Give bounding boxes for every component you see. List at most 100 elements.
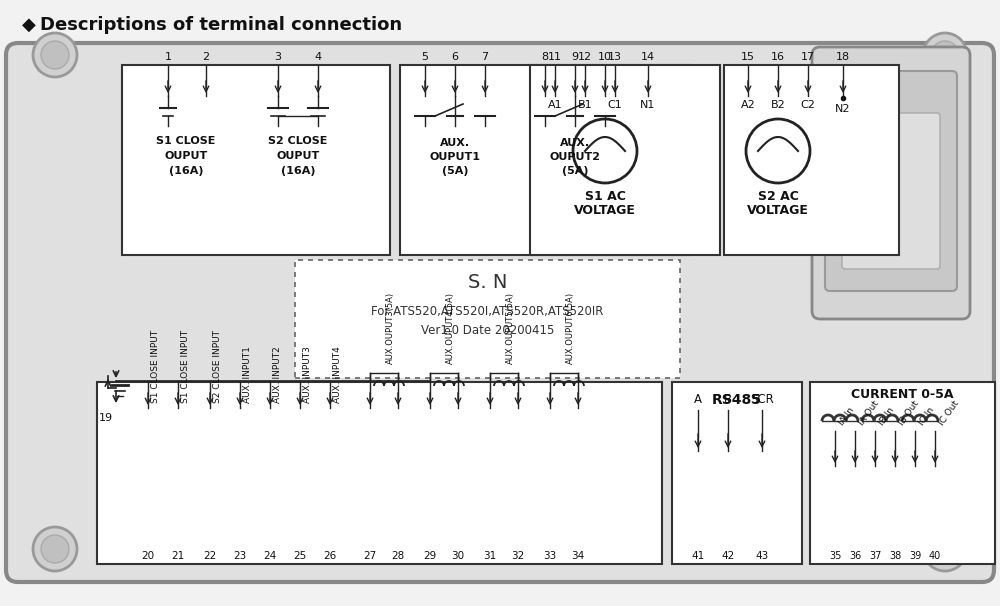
Text: 40: 40 [929, 551, 941, 561]
Text: 16: 16 [771, 52, 785, 62]
Text: 39: 39 [909, 551, 921, 561]
Text: S1 CLOSE: S1 CLOSE [156, 136, 216, 146]
Text: 14: 14 [641, 52, 655, 62]
Text: 9: 9 [571, 52, 579, 62]
Text: S2 AC: S2 AC [758, 190, 798, 203]
Text: 34: 34 [571, 551, 585, 561]
Text: 32: 32 [511, 551, 525, 561]
Text: (16A): (16A) [281, 166, 315, 176]
Text: OUPUT2: OUPUT2 [550, 152, 600, 162]
FancyBboxPatch shape [812, 47, 970, 319]
Text: RS485: RS485 [712, 393, 762, 407]
Bar [724, 65, 899, 255]
Text: 17: 17 [801, 52, 815, 62]
Text: 4: 4 [314, 52, 322, 62]
Text: 1: 1 [164, 52, 172, 62]
Circle shape [746, 119, 810, 183]
Text: Descriptions of terminal connection: Descriptions of terminal connection [40, 16, 402, 34]
Text: 36: 36 [849, 551, 861, 561]
Text: IA In: IA In [837, 405, 856, 427]
Text: AUX.OUPUT6(5A): AUX.OUPUT6(5A) [566, 292, 575, 364]
Text: 22: 22 [203, 551, 217, 561]
Text: SCR: SCR [750, 393, 774, 406]
Circle shape [923, 527, 967, 571]
Bar [530, 65, 720, 255]
Text: (16A): (16A) [169, 166, 203, 176]
Text: IB Out: IB Out [897, 399, 920, 427]
Text: N2: N2 [835, 104, 851, 114]
Text: C2: C2 [801, 100, 815, 110]
Text: AUX.OUPUT3(5A): AUX.OUPUT3(5A) [386, 292, 395, 364]
Text: 3: 3 [274, 52, 282, 62]
Text: OUPUT: OUPUT [276, 151, 320, 161]
Text: A1: A1 [548, 100, 562, 110]
Text: S1 CLOSE INPUT: S1 CLOSE INPUT [181, 330, 190, 403]
Text: 35: 35 [829, 551, 841, 561]
Text: AUX. INPUT2: AUX. INPUT2 [273, 346, 282, 403]
Text: 15: 15 [741, 52, 755, 62]
FancyBboxPatch shape [825, 71, 957, 291]
Text: 21: 21 [171, 551, 185, 561]
Text: IA Out: IA Out [857, 399, 880, 427]
Text: A: A [694, 393, 702, 406]
Text: S2 CLOSE INPUT: S2 CLOSE INPUT [213, 330, 222, 403]
Text: AUX.OUPUT4(5A): AUX.OUPUT4(5A) [446, 292, 455, 364]
Bar [810, 382, 995, 564]
FancyBboxPatch shape [842, 113, 940, 269]
Text: 31: 31 [483, 551, 497, 561]
Text: 5: 5 [422, 52, 428, 62]
Text: OUPUT: OUPUT [164, 151, 208, 161]
Circle shape [41, 41, 69, 69]
Text: 11: 11 [548, 52, 562, 62]
Circle shape [33, 33, 77, 77]
Circle shape [931, 41, 959, 69]
Circle shape [41, 535, 69, 563]
Text: 12: 12 [578, 52, 592, 62]
Text: VOLTAGE: VOLTAGE [574, 204, 636, 217]
Text: S1 CLOSE INPUT: S1 CLOSE INPUT [151, 330, 160, 403]
Text: A2: A2 [741, 100, 755, 110]
Text: Ver1.0 Date 20200415: Ver1.0 Date 20200415 [421, 324, 554, 336]
Text: B1: B1 [578, 100, 592, 110]
Text: C1: C1 [608, 100, 622, 110]
Text: 37: 37 [869, 551, 881, 561]
Bar [295, 260, 680, 378]
Circle shape [931, 535, 959, 563]
Text: AUX.: AUX. [560, 138, 590, 148]
Text: 18: 18 [836, 52, 850, 62]
Text: 6: 6 [452, 52, 458, 62]
Text: 19: 19 [99, 413, 113, 423]
Text: AUX.OUPUT5(5A): AUX.OUPUT5(5A) [506, 292, 515, 364]
Bar [400, 65, 690, 255]
Text: (5A): (5A) [442, 166, 468, 176]
Text: 30: 30 [451, 551, 465, 561]
Text: 42: 42 [721, 551, 735, 561]
Text: 43: 43 [755, 551, 769, 561]
Text: AUX. INPUT1: AUX. INPUT1 [243, 346, 252, 403]
Text: B: B [724, 393, 732, 406]
Text: 27: 27 [363, 551, 377, 561]
Circle shape [923, 33, 967, 77]
Text: (5A): (5A) [562, 166, 588, 176]
Text: N1: N1 [640, 100, 656, 110]
Bar [122, 65, 390, 255]
Text: 23: 23 [233, 551, 247, 561]
Text: For ATS520,ATS520I,ATS520R,ATS520IR: For ATS520,ATS520I,ATS520R,ATS520IR [371, 305, 604, 319]
Text: 13: 13 [608, 52, 622, 62]
Text: 33: 33 [543, 551, 557, 561]
Text: IC Out: IC Out [937, 399, 961, 427]
Text: S1 AC: S1 AC [585, 190, 625, 203]
Circle shape [573, 119, 637, 183]
Text: 41: 41 [691, 551, 705, 561]
Text: 8: 8 [541, 52, 549, 62]
Text: IB In: IB In [877, 405, 896, 427]
Text: 26: 26 [323, 551, 337, 561]
Text: 29: 29 [423, 551, 437, 561]
Bar [97, 382, 662, 564]
Text: 38: 38 [889, 551, 901, 561]
Text: OUPUT1: OUPUT1 [430, 152, 480, 162]
FancyBboxPatch shape [6, 43, 994, 582]
Text: 10: 10 [598, 52, 612, 62]
Text: 2: 2 [202, 52, 210, 62]
Text: 7: 7 [481, 52, 489, 62]
